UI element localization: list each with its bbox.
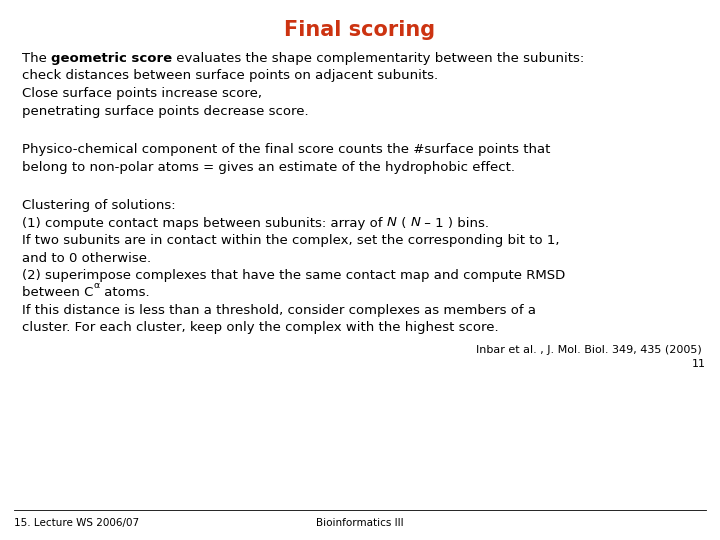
Text: cluster. For each cluster, keep only the complex with the highest score.: cluster. For each cluster, keep only the… [22, 321, 499, 334]
Text: Bioinformatics III: Bioinformatics III [316, 518, 404, 528]
Text: (1) compute contact maps between subunits: array of: (1) compute contact maps between subunit… [22, 217, 387, 230]
Text: Inbar et al. , J. Mol. Biol. 349, 435 (2005): Inbar et al. , J. Mol. Biol. 349, 435 (2… [476, 345, 702, 355]
Text: N: N [387, 217, 397, 230]
Text: – 1 ) bins.: – 1 ) bins. [420, 217, 489, 230]
Text: evaluates the shape complementarity between the subunits:: evaluates the shape complementarity betw… [172, 52, 585, 65]
Text: Physico-chemical component of the final score counts the #surface points that: Physico-chemical component of the final … [22, 143, 550, 156]
Text: atoms.: atoms. [99, 287, 149, 300]
Text: geometric score: geometric score [51, 52, 172, 65]
Text: α: α [94, 281, 99, 291]
Text: The: The [22, 52, 51, 65]
Text: Close surface points increase score,: Close surface points increase score, [22, 87, 262, 100]
Text: belong to non-polar atoms = gives an estimate of the hydrophobic effect.: belong to non-polar atoms = gives an est… [22, 160, 515, 173]
Text: 11: 11 [692, 359, 706, 369]
Text: Clustering of solutions:: Clustering of solutions: [22, 199, 176, 212]
Text: Final scoring: Final scoring [284, 20, 436, 40]
Text: between C: between C [22, 287, 94, 300]
Text: (2) superimpose complexes that have the same contact map and compute RMSD: (2) superimpose complexes that have the … [22, 269, 565, 282]
Text: 15. Lecture WS 2006/07: 15. Lecture WS 2006/07 [14, 518, 139, 528]
Text: If this distance is less than a threshold, consider complexes as members of a: If this distance is less than a threshol… [22, 304, 536, 317]
Text: If two subunits are in contact within the complex, set the corresponding bit to : If two subunits are in contact within th… [22, 234, 559, 247]
Text: penetrating surface points decrease score.: penetrating surface points decrease scor… [22, 105, 309, 118]
Text: check distances between surface points on adjacent subunits.: check distances between surface points o… [22, 70, 438, 83]
Text: (: ( [397, 217, 410, 230]
Text: N: N [410, 217, 420, 230]
Text: and to 0 otherwise.: and to 0 otherwise. [22, 252, 151, 265]
